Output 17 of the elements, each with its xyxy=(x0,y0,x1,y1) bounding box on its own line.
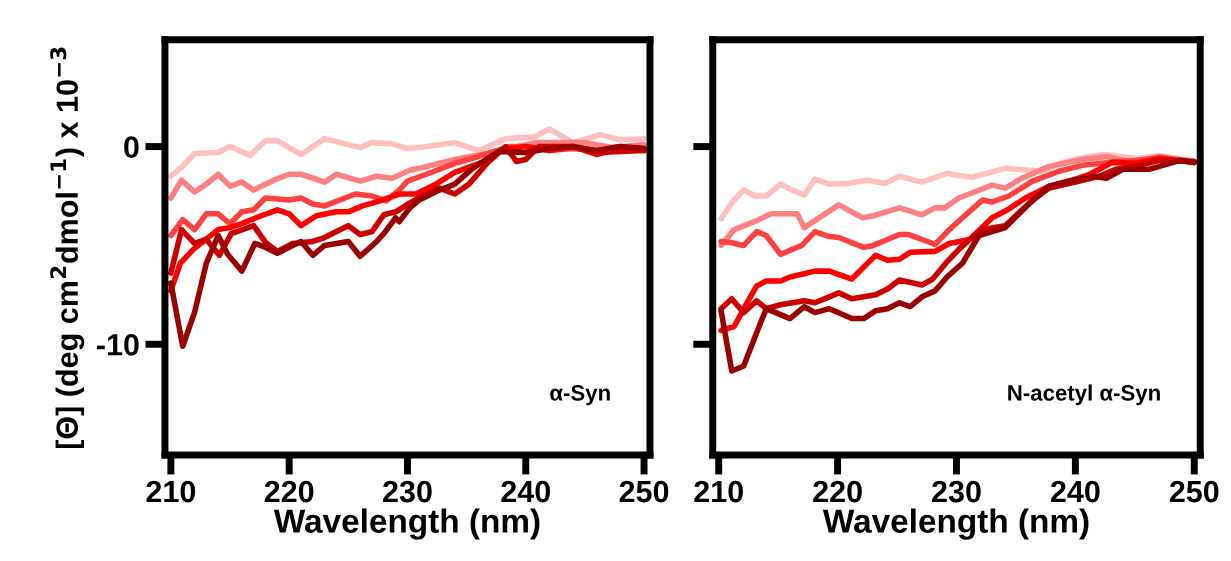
x-tick-label: 210 xyxy=(694,480,743,503)
x-tick-label: 230 xyxy=(932,480,981,503)
x-tick-label: 210 xyxy=(146,480,196,503)
annotation: α-Syn xyxy=(550,385,610,406)
x-tick-label: 240 xyxy=(501,480,550,503)
y-tick-label: 0 xyxy=(124,136,139,158)
x-tick-label: 250 xyxy=(619,480,669,503)
annotation: N-acetyl α-Syn xyxy=(1008,384,1160,406)
x-tick-label: 220 xyxy=(264,480,314,503)
y-axis-title: [Θ] (deg cm$^{2}$dmol$^{−1}$) x 10$^{−3}$ xyxy=(50,47,85,449)
x-tick-label: 220 xyxy=(813,480,862,503)
x-tick-label: 250 xyxy=(1169,480,1219,503)
y-tick-label: -10 xyxy=(96,334,139,356)
x-tick-label: 240 xyxy=(1050,480,1100,503)
x-axis-title: Wavelength (nm) xyxy=(822,508,1089,540)
x-tick-label: 230 xyxy=(383,480,432,503)
x-axis-title: Wavelength (nm) xyxy=(273,508,540,540)
